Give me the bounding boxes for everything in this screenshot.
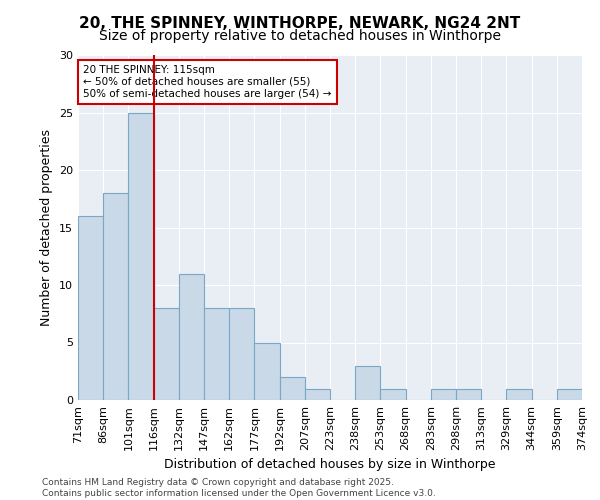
- Bar: [557, 388, 582, 400]
- Bar: [204, 308, 229, 400]
- Bar: [431, 388, 456, 400]
- Text: 20, THE SPINNEY, WINTHORPE, NEWARK, NG24 2NT: 20, THE SPINNEY, WINTHORPE, NEWARK, NG24…: [79, 16, 521, 31]
- Bar: [103, 193, 128, 400]
- Bar: [380, 388, 406, 400]
- Bar: [456, 388, 481, 400]
- Bar: [128, 112, 154, 400]
- Text: Contains HM Land Registry data © Crown copyright and database right 2025.
Contai: Contains HM Land Registry data © Crown c…: [42, 478, 436, 498]
- Bar: [78, 216, 103, 400]
- Bar: [229, 308, 254, 400]
- Text: 20 THE SPINNEY: 115sqm
← 50% of detached houses are smaller (55)
50% of semi-det: 20 THE SPINNEY: 115sqm ← 50% of detached…: [83, 66, 331, 98]
- Bar: [280, 377, 305, 400]
- Bar: [154, 308, 179, 400]
- Bar: [254, 342, 280, 400]
- Text: Size of property relative to detached houses in Winthorpe: Size of property relative to detached ho…: [99, 29, 501, 43]
- Bar: [355, 366, 380, 400]
- Bar: [506, 388, 532, 400]
- Bar: [179, 274, 204, 400]
- X-axis label: Distribution of detached houses by size in Winthorpe: Distribution of detached houses by size …: [164, 458, 496, 471]
- Y-axis label: Number of detached properties: Number of detached properties: [40, 129, 53, 326]
- Bar: [305, 388, 330, 400]
